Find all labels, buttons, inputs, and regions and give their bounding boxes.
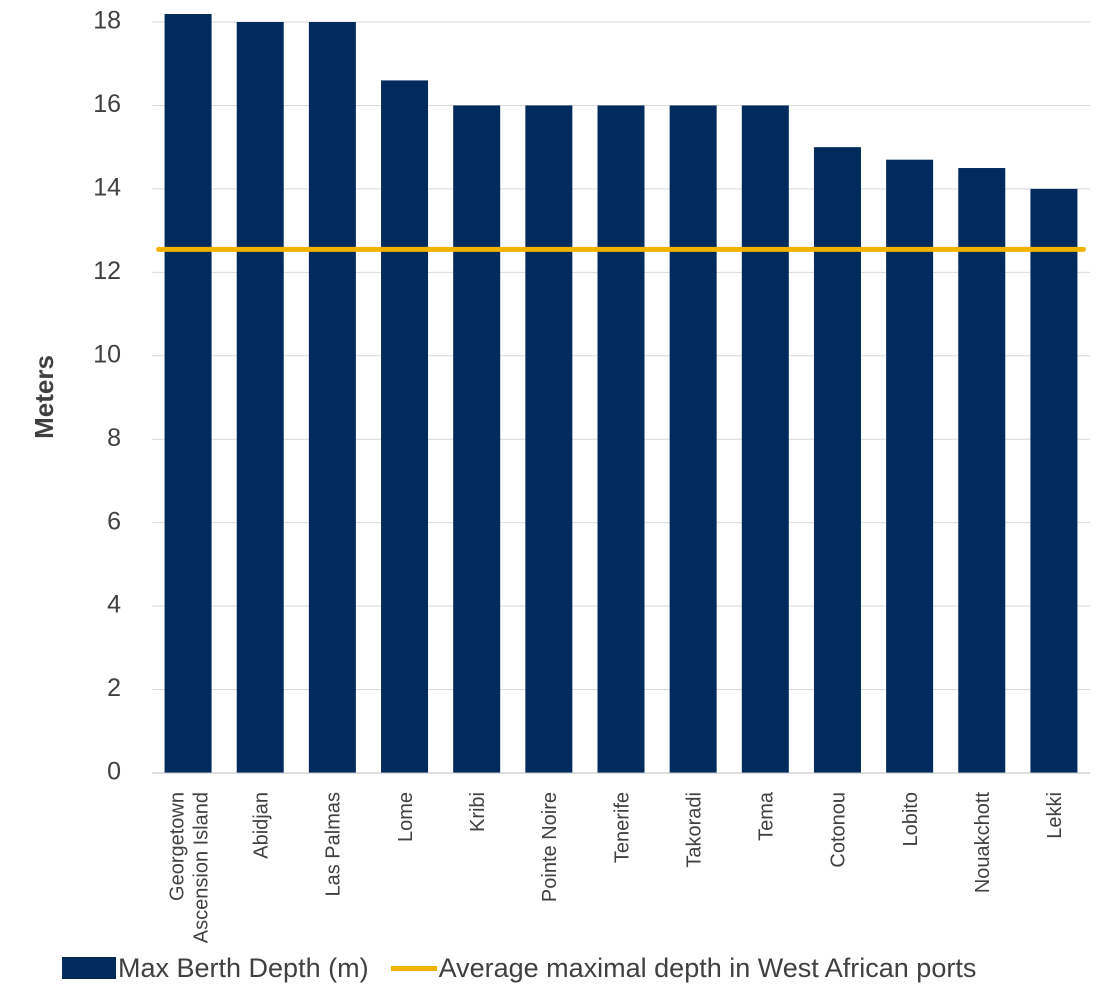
legend-swatch-bar bbox=[62, 957, 116, 979]
y-tick-label: 18 bbox=[93, 7, 121, 35]
x-tick-label: Tenerife bbox=[611, 792, 633, 863]
x-tick-label: Georgetown bbox=[166, 792, 188, 901]
legend-swatch-line bbox=[390, 965, 437, 971]
x-tick-label: Kribi bbox=[467, 792, 489, 832]
y-axis-ticks: 0 2 4 6 8 10 12 14 16 18 bbox=[93, 7, 121, 786]
x-tick-label: Lekki bbox=[1044, 792, 1066, 839]
legend-label-line: Average maximal depth in West African po… bbox=[438, 952, 977, 983]
bars bbox=[164, 14, 1078, 773]
y-tick-label: 16 bbox=[93, 90, 121, 118]
x-axis-labels: Georgetown Ascension Island Abidjan Las Pal… bbox=[166, 791, 1066, 943]
y-tick-label: 2 bbox=[107, 674, 121, 702]
legend: Max Berth Depth (m) Average maximal dept… bbox=[62, 948, 998, 988]
y-tick-label: 12 bbox=[93, 257, 121, 285]
y-axis-title: Meters bbox=[29, 355, 59, 439]
x-tick-label: Ascension Island bbox=[190, 792, 212, 943]
bar bbox=[164, 14, 212, 773]
x-tick-label: Cotonou bbox=[828, 792, 850, 868]
y-tick-label: 0 bbox=[107, 758, 121, 786]
bar bbox=[453, 105, 501, 773]
x-tick-label: Pointe Noire bbox=[539, 792, 561, 902]
legend-item-line: Average maximal depth in West African po… bbox=[390, 952, 977, 984]
y-tick-label: 10 bbox=[93, 340, 121, 368]
x-tick-label: Las Palmas bbox=[323, 792, 345, 897]
x-tick-label: Tema bbox=[756, 791, 778, 841]
legend-item-bar: Max Berth Depth (m) bbox=[62, 953, 369, 984]
bar bbox=[236, 22, 284, 773]
y-tick-label: 6 bbox=[107, 507, 121, 535]
bar-chart: 0 2 4 6 8 10 12 14 16 18 Georgetown Ascension Isla… bbox=[29, 7, 1090, 943]
bar bbox=[958, 168, 1006, 773]
legend-label-bar: Max Berth Depth (m) bbox=[118, 952, 369, 983]
bar bbox=[381, 80, 429, 773]
x-tick-label: Nouakchott bbox=[972, 792, 994, 894]
y-tick-label: 8 bbox=[107, 424, 121, 452]
x-tick-label: Takoradi bbox=[683, 792, 705, 868]
bar bbox=[525, 105, 573, 773]
x-tick-label: Lobito bbox=[900, 792, 922, 847]
y-tick-label: 4 bbox=[107, 591, 121, 619]
bar bbox=[741, 105, 789, 773]
bar bbox=[1030, 188, 1078, 773]
bar bbox=[886, 159, 934, 773]
x-tick-label: Abidjan bbox=[251, 792, 273, 859]
bar bbox=[669, 105, 717, 773]
x-tick-label: Lome bbox=[395, 792, 417, 842]
bar bbox=[308, 22, 356, 773]
y-tick-label: 14 bbox=[93, 173, 121, 201]
bar bbox=[813, 147, 861, 773]
bar bbox=[597, 105, 645, 773]
